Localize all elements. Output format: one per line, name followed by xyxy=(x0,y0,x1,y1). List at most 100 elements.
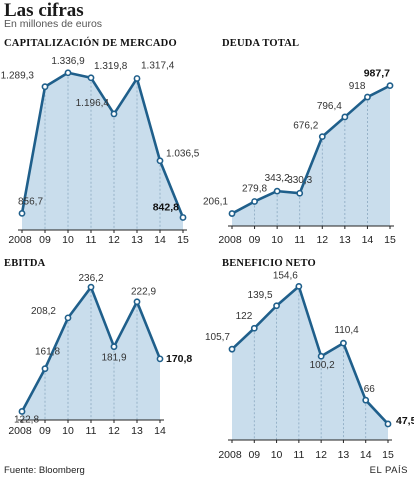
x-tick-label: 14 xyxy=(154,234,166,246)
x-tick-label: 10 xyxy=(271,449,283,461)
data-point xyxy=(296,189,304,197)
data-point xyxy=(156,355,164,363)
data-point xyxy=(273,302,280,310)
data-label: 170,8 xyxy=(166,353,192,365)
series-line xyxy=(231,84,391,215)
area-fill xyxy=(232,85,390,226)
data-label: 236,2 xyxy=(78,273,103,284)
x-tick-label: 2008 xyxy=(8,234,32,246)
data-point xyxy=(179,214,187,221)
x-tick-label: 13 xyxy=(131,425,143,437)
data-label: 842,8 xyxy=(153,201,179,213)
data-point xyxy=(251,198,258,205)
data-point xyxy=(386,82,394,90)
x-tick-label: 09 xyxy=(39,234,51,246)
x-tick-label: 14 xyxy=(360,449,372,461)
x-tick-label: 11 xyxy=(86,234,97,246)
data-point xyxy=(41,365,49,373)
chart-title: CAPITALIZACIÓN DE MERCADO xyxy=(4,37,177,49)
data-point xyxy=(295,282,303,290)
x-tick-label: 15 xyxy=(177,234,189,246)
data-point xyxy=(41,83,49,91)
chart-title: EBITDA xyxy=(4,258,46,269)
data-point xyxy=(64,69,72,77)
data-label: 154,6 xyxy=(273,270,298,281)
series-line xyxy=(231,285,389,425)
x-tick-label: 12 xyxy=(108,234,120,246)
data-point xyxy=(384,420,392,428)
data-point xyxy=(318,133,326,141)
data-point xyxy=(133,75,141,82)
data-point xyxy=(156,157,164,165)
data-label: 105,7 xyxy=(205,332,230,343)
x-tick-label: 15 xyxy=(382,449,394,461)
data-point xyxy=(110,343,118,351)
x-tick-label: 11 xyxy=(294,234,305,246)
data-label: 208,2 xyxy=(31,306,56,317)
data-point xyxy=(340,339,347,347)
x-tick-label: 13 xyxy=(131,234,143,246)
data-point xyxy=(362,396,370,404)
page-subtitle: En millones de euros xyxy=(4,18,103,30)
x-tick-label: 09 xyxy=(249,234,261,246)
area-fill xyxy=(232,286,388,440)
data-label: 918 xyxy=(349,81,366,92)
data-label: 1.196,4 xyxy=(76,98,110,109)
data-label: 222,9 xyxy=(131,287,156,298)
x-tick-label: 15 xyxy=(384,234,396,246)
data-label: 122,8 xyxy=(14,414,39,425)
data-label: 987,7 xyxy=(364,68,390,80)
data-label: 343,2 xyxy=(265,173,290,184)
data-label: 66 xyxy=(364,384,376,395)
data-point xyxy=(64,314,72,322)
x-tick-label: 13 xyxy=(338,449,350,461)
x-tick-label: 09 xyxy=(39,425,51,437)
data-label: 161,8 xyxy=(35,347,60,358)
data-point xyxy=(87,283,95,291)
data-label: 100,2 xyxy=(310,360,335,371)
data-label: 1.317,4 xyxy=(141,60,175,71)
data-label: 110,4 xyxy=(334,325,359,336)
data-point xyxy=(364,93,371,101)
chart-panel-3: BENEFICIO NETO105,7122139,5154,6100,2110… xyxy=(205,258,414,461)
data-point xyxy=(228,345,236,353)
x-tick-label: 10 xyxy=(62,425,74,437)
x-tick-label: 2008 xyxy=(218,449,242,461)
data-label: 47,5 xyxy=(396,415,414,427)
x-tick-label: 12 xyxy=(108,425,120,437)
data-label: 122 xyxy=(236,311,253,322)
x-tick-label: 12 xyxy=(315,449,327,461)
data-point xyxy=(87,74,95,82)
data-label: 206,1 xyxy=(203,197,228,208)
data-label: 1.319,8 xyxy=(94,61,128,72)
data-label: 676,2 xyxy=(293,121,318,132)
chart-title: DEUDA TOTAL xyxy=(222,38,299,49)
data-point xyxy=(110,110,118,118)
data-point xyxy=(317,352,325,360)
data-label: 1.036,5 xyxy=(166,149,200,160)
series-line xyxy=(20,71,185,218)
page-title: Las cifras xyxy=(4,0,84,21)
chart-panel-2: EBITDA 122,8 161,8 208,2 236,2 181,9 222,9 170,… xyxy=(4,258,192,437)
x-tick-label: 09 xyxy=(248,449,260,461)
x-tick-label: 12 xyxy=(316,234,328,246)
source-note: Fuente: Bloomberg xyxy=(4,465,85,476)
data-label: 856,7 xyxy=(18,196,43,207)
x-tick-label: 10 xyxy=(271,234,283,246)
x-tick-label: 13 xyxy=(339,234,351,246)
x-tick-label: 11 xyxy=(293,449,304,461)
x-tick-label: 11 xyxy=(86,425,97,437)
chart-panel-0: CAPITALIZACIÓN DE MERCADO 856,7 1.289,3 1.3… xyxy=(1,37,200,246)
data-label: 139,5 xyxy=(248,290,273,301)
data-label: 279,8 xyxy=(242,183,267,194)
data-point xyxy=(273,187,281,195)
x-tick-label: 14 xyxy=(362,234,374,246)
area-fill xyxy=(22,287,160,420)
chart-title: BENEFICIO NETO xyxy=(222,258,316,269)
x-tick-label: 2008 xyxy=(8,425,32,437)
data-label: 181,9 xyxy=(101,353,126,364)
data-label: 796,4 xyxy=(317,101,342,112)
data-point xyxy=(18,209,26,217)
